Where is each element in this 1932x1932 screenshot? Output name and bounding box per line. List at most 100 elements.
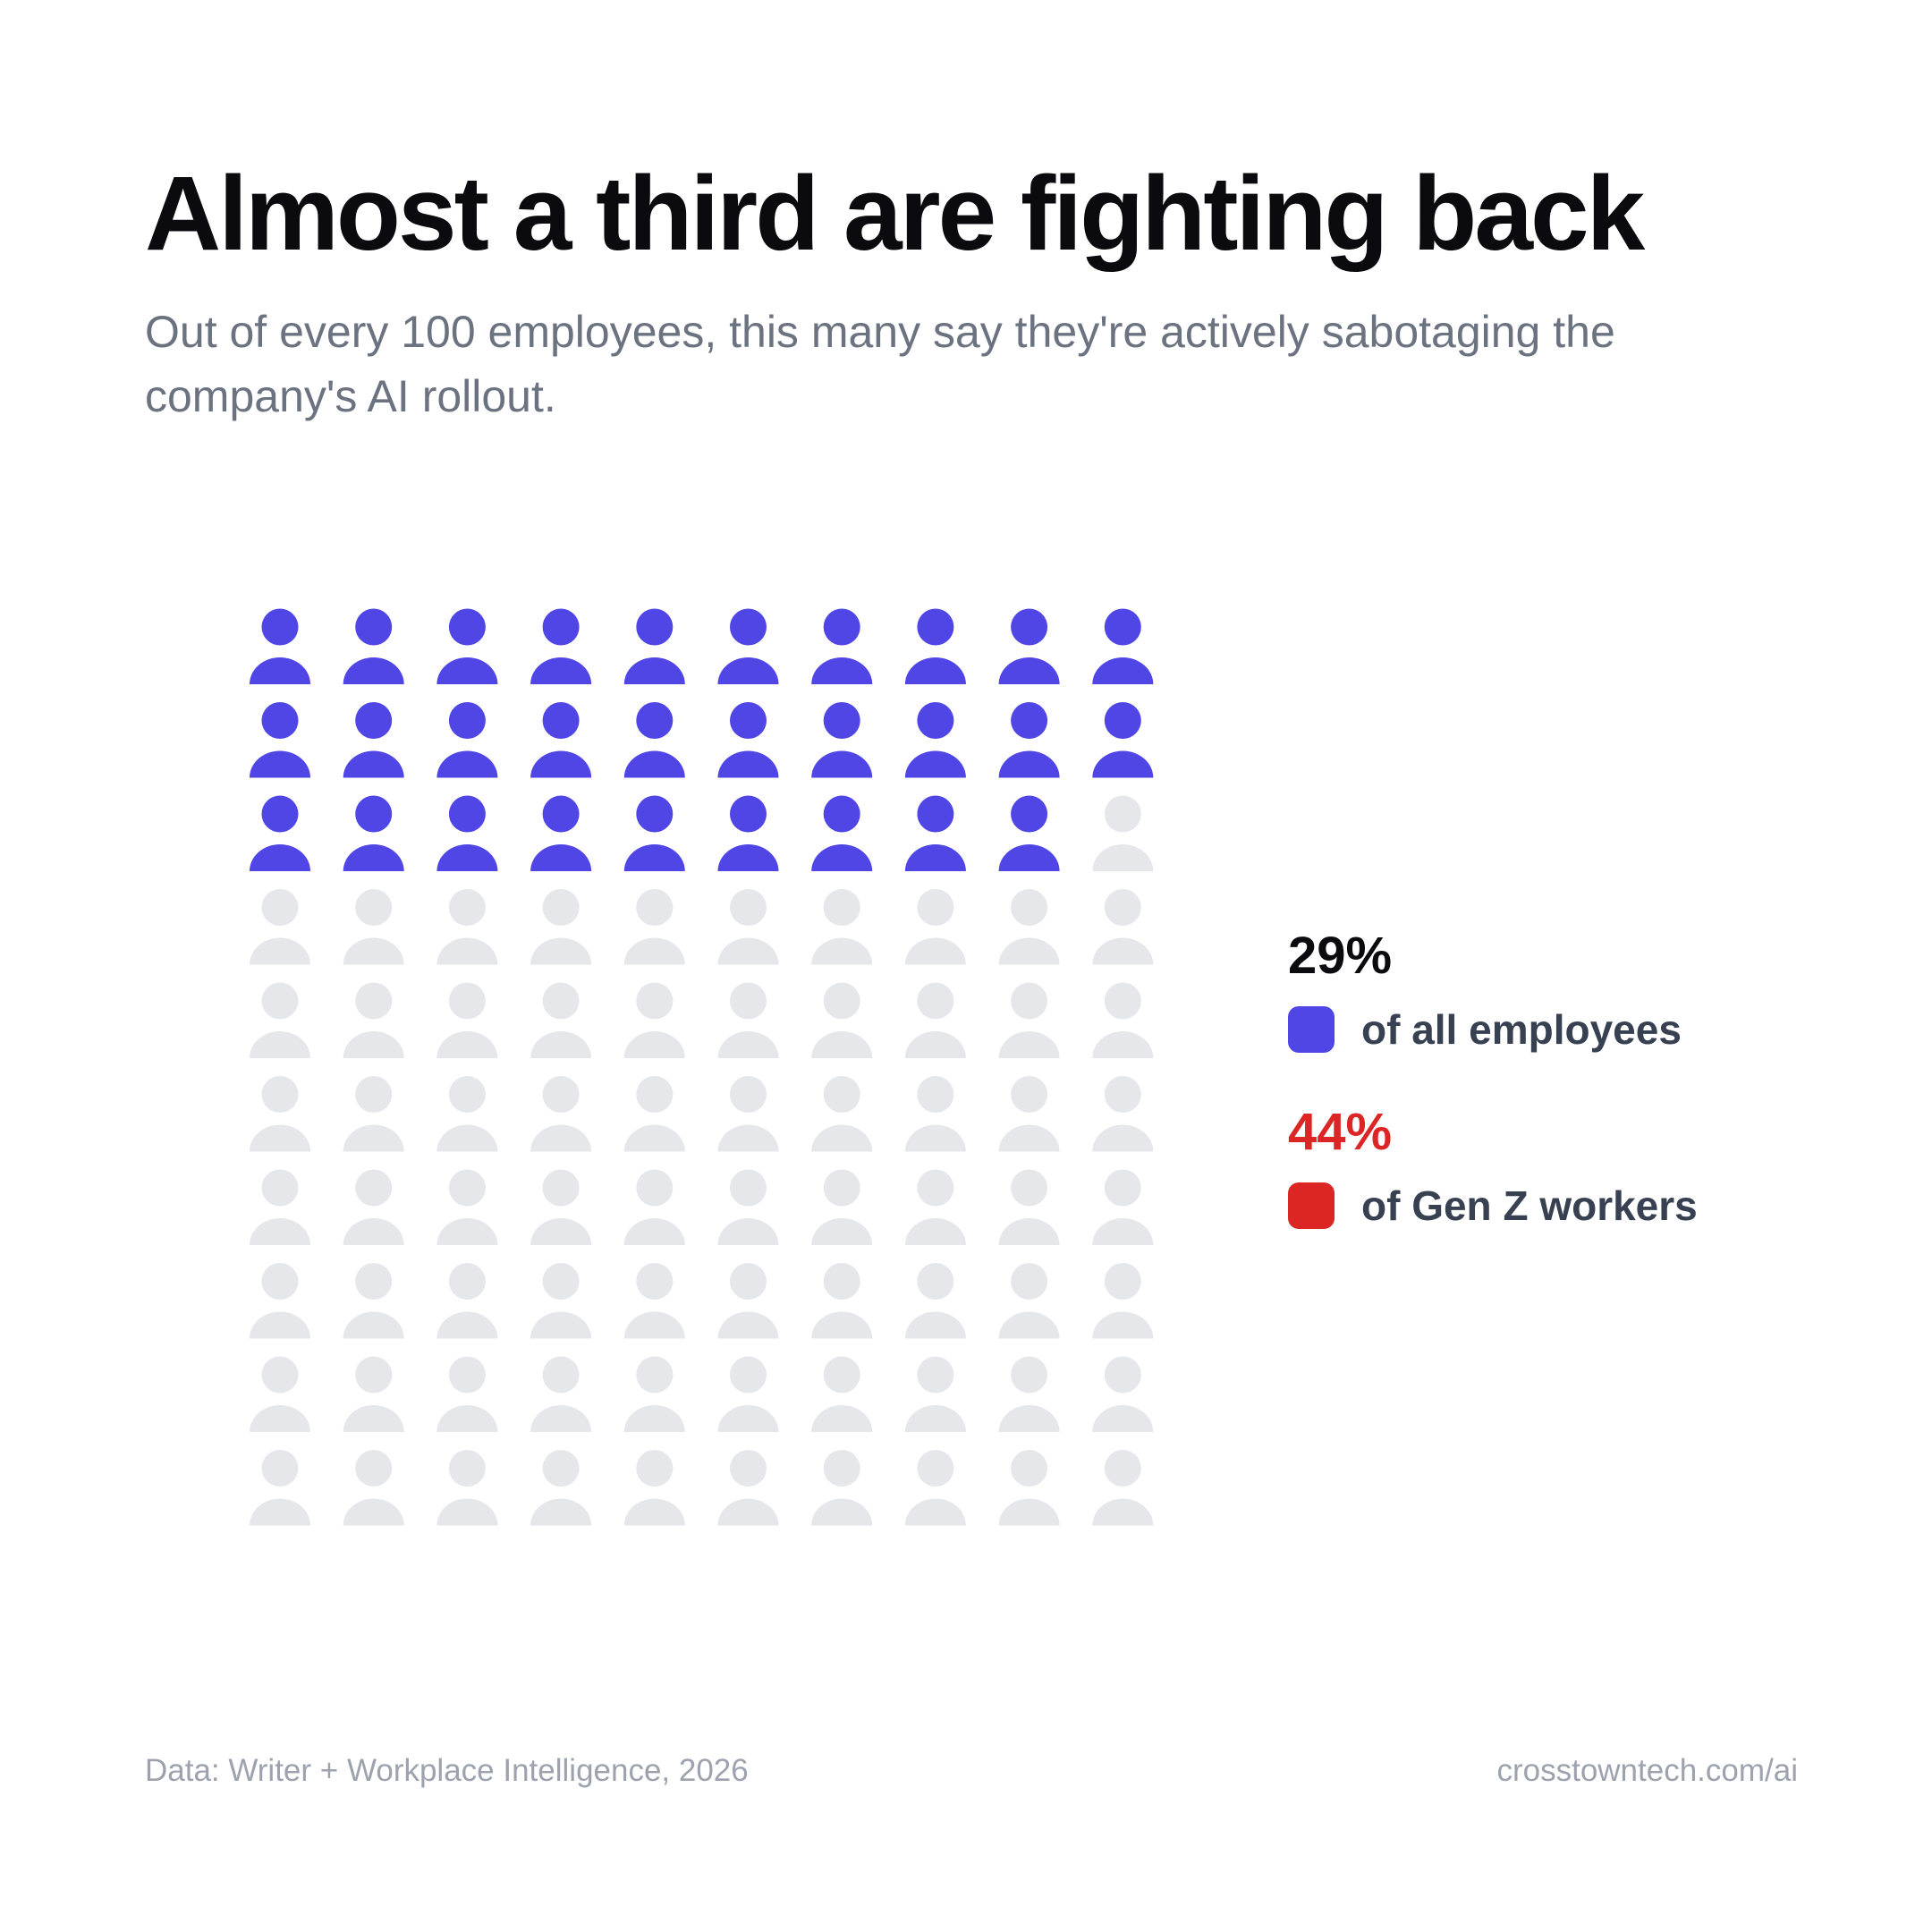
person-icon: [904, 1450, 966, 1526]
person-icon: [436, 982, 498, 1058]
person-icon: [436, 1076, 498, 1152]
person-icon: [998, 1356, 1060, 1432]
person-icon: [1092, 889, 1154, 965]
person-icon: [811, 1356, 873, 1432]
person-icon: [717, 795, 779, 871]
person-icon: [998, 795, 1060, 871]
person-icon: [530, 889, 592, 965]
person-icon: [623, 982, 685, 1058]
person-icon: [623, 795, 685, 871]
person-icon: [811, 982, 873, 1058]
person-icon: [250, 795, 310, 871]
person-icon: [1092, 702, 1154, 778]
person-icon: [904, 982, 966, 1058]
person-icon: [530, 1263, 592, 1339]
person-icon: [998, 1169, 1060, 1245]
stat-all-employees: 29% of all employees: [1288, 930, 1682, 1054]
stat-value: 29%: [1288, 927, 1393, 985]
person-icon: [998, 608, 1060, 684]
stat-label: of all employees: [1361, 1006, 1682, 1053]
person-icon: [530, 608, 592, 684]
person-icon: [623, 1076, 685, 1152]
person-icon: [436, 1356, 498, 1432]
person-icon: [623, 1169, 685, 1245]
person-icon: [250, 982, 310, 1058]
person-icon: [250, 1263, 310, 1339]
person-icon: [250, 1169, 310, 1245]
source-note: Data: Writer + Workplace Intelligence, 2…: [145, 1753, 749, 1788]
person-icon: [436, 795, 498, 871]
person-icon: [1092, 1169, 1154, 1245]
person-icon: [343, 1263, 404, 1339]
person-icon: [530, 795, 592, 871]
person-icon: [623, 1450, 685, 1526]
person-icon: [904, 889, 966, 965]
person-icon: [436, 608, 498, 684]
waffle-chart: [250, 608, 1154, 1526]
person-icon: [717, 702, 779, 778]
person-icon: [623, 1263, 685, 1339]
person-icon: [811, 608, 873, 684]
person-icon: [250, 1450, 310, 1526]
person-icon: [343, 1356, 404, 1432]
person-icon: [1092, 1450, 1154, 1526]
stat-value: 44%: [1288, 1103, 1393, 1161]
person-icon: [1092, 1076, 1154, 1152]
person-icon: [343, 608, 404, 684]
person-icon: [436, 1169, 498, 1245]
person-icon: [717, 889, 779, 965]
person-icon: [530, 702, 592, 778]
person-icon: [530, 982, 592, 1058]
person-icon: [343, 1076, 404, 1152]
person-icon: [623, 702, 685, 778]
legend-swatch: [1288, 1182, 1335, 1229]
person-icon: [717, 1169, 779, 1245]
person-icon: [436, 889, 498, 965]
person-icon: [904, 795, 966, 871]
person-icon: [1092, 1356, 1154, 1432]
person-icon: [811, 702, 873, 778]
person-icon: [717, 1356, 779, 1432]
person-icon: [250, 702, 310, 778]
person-icon: [436, 1263, 498, 1339]
person-icon: [343, 982, 404, 1058]
person-icon: [1092, 608, 1154, 684]
person-icon: [811, 1263, 873, 1339]
person-icon: [811, 889, 873, 965]
stat-gen-z: 44% of Gen Z workers: [1288, 1106, 1698, 1230]
person-icon: [904, 702, 966, 778]
person-icon: [717, 1263, 779, 1339]
person-icon: [811, 795, 873, 871]
person-icon: [343, 889, 404, 965]
chart-title: Almost a third are fighting back: [145, 155, 1645, 273]
person-icon: [717, 1076, 779, 1152]
person-icon: [530, 1076, 592, 1152]
person-icon: [904, 1169, 966, 1245]
person-icon: [998, 1450, 1060, 1526]
person-icon: [717, 982, 779, 1058]
person-icon: [530, 1450, 592, 1526]
person-icon: [530, 1169, 592, 1245]
person-icon: [623, 1356, 685, 1432]
person-icon: [343, 702, 404, 778]
chart-subtitle: Out of every 100 employees, this many sa…: [145, 307, 1615, 421]
person-icon: [998, 982, 1060, 1058]
person-icon: [436, 1450, 498, 1526]
person-icon: [250, 608, 310, 684]
footer-url: crosstowntech.com/ai: [1496, 1753, 1798, 1788]
person-icon: [904, 1356, 966, 1432]
person-icon: [717, 608, 779, 684]
person-icon: [998, 1076, 1060, 1152]
person-icon: [998, 702, 1060, 778]
person-icon: [998, 1263, 1060, 1339]
person-icon: [623, 608, 685, 684]
person-icon: [343, 1450, 404, 1526]
stat-label: of Gen Z workers: [1361, 1182, 1698, 1229]
person-icon: [811, 1450, 873, 1526]
person-icon: [250, 1076, 310, 1152]
person-icon: [1092, 982, 1154, 1058]
person-icon: [717, 1450, 779, 1526]
person-icon: [343, 795, 404, 871]
person-icon: [250, 889, 310, 965]
person-icon: [998, 889, 1060, 965]
